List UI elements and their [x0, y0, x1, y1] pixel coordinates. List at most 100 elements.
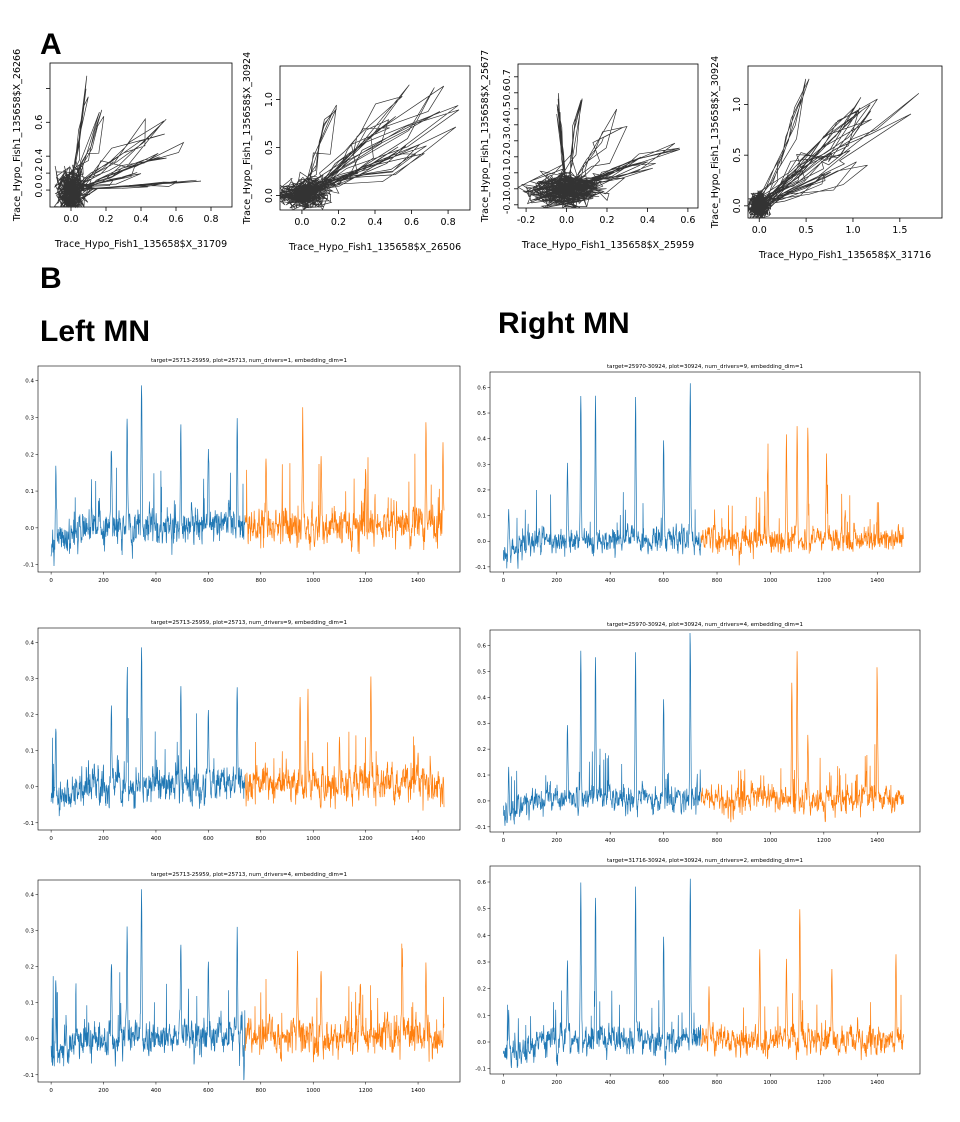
observed-series-line	[503, 878, 702, 1069]
x-tick-label: 1000	[763, 578, 777, 584]
y-tick-label: -0.1	[23, 821, 34, 827]
x-tick-label: 0.2	[98, 214, 113, 225]
panel-label-b: B	[40, 262, 62, 295]
y-tick-label: 0.4	[502, 117, 513, 132]
y-tick-label: -0.1	[475, 825, 486, 831]
chart-title: target=25970-30924, plot=30924, num_driv…	[607, 622, 803, 628]
x-axis-label: Trace_Hypo_Fish1_135658$X_25959	[521, 240, 694, 251]
predicted-series-line	[244, 943, 445, 1063]
y-tick-label: -0.1	[475, 1067, 486, 1073]
x-tick-label: 1000	[306, 836, 320, 842]
x-tick-label: 1.0	[845, 225, 860, 236]
x-tick-label: 0	[49, 836, 53, 842]
right-mn-label: Right MN	[498, 307, 630, 340]
plot-frame	[517, 63, 699, 209]
y-axis-label: Trace_Hypo_Fish1_135658$X_30924	[710, 56, 721, 229]
x-tick-label: 1400	[870, 1080, 884, 1086]
y-tick-label: 0.0	[477, 799, 486, 805]
x-tick-label: 600	[203, 836, 214, 842]
y-tick-label: 0.3	[477, 721, 486, 727]
trajectory-line	[747, 78, 920, 220]
y-tick-label: 0.6	[477, 644, 486, 650]
y-tick-label: 0.1	[477, 1013, 486, 1019]
x-tick-label: 400	[605, 1080, 616, 1086]
observed-series-line	[50, 385, 246, 567]
y-tick-label: 0.5	[502, 101, 513, 116]
x-tick-label: 200	[552, 578, 563, 584]
y-tick-label: 0.4	[477, 933, 486, 939]
x-tick-label: 600	[658, 1080, 669, 1086]
y-tick-label: 0.4	[477, 437, 486, 443]
x-tick-label: 0.0	[294, 217, 309, 228]
predicted-series-line	[700, 426, 905, 566]
y-tick-label: 0.2	[25, 452, 34, 458]
observed-series-line	[503, 383, 702, 569]
x-tick-label: 0.2	[331, 217, 346, 228]
timeseries-right-1: target=25970-30924, plot=30924, num_driv…	[475, 364, 921, 584]
y-tick-label: 0.0	[264, 188, 275, 203]
y-tick-label: 0.6	[34, 115, 45, 130]
y-tick-label: 0.0	[34, 183, 45, 198]
chart-title: target=25713-25959, plot=25713, num_driv…	[151, 872, 347, 878]
y-axis-label: Trace_Hypo_Fish1_135658$X_26266	[12, 49, 23, 222]
y-tick-label: 0.3	[477, 960, 486, 966]
y-tick-label: 1.0	[732, 97, 743, 112]
x-axis-label: Trace_Hypo_Fish1_135658$X_26506	[288, 242, 461, 253]
observed-series-line	[503, 632, 702, 826]
observed-series-line	[50, 889, 246, 1081]
x-tick-label: 600	[658, 838, 669, 844]
y-tick-label: 0.5	[477, 411, 486, 417]
y-tick-label: 0.1	[502, 165, 513, 180]
panel-label-a: A	[40, 28, 62, 61]
x-tick-label: 400	[151, 1088, 162, 1094]
x-tick-label: 800	[256, 578, 267, 584]
x-tick-label: 0.4	[640, 215, 655, 226]
y-tick-label: 0.0	[25, 785, 34, 791]
x-tick-label: 800	[256, 836, 267, 842]
observed-series-line	[50, 647, 246, 817]
y-tick-label: 0.0	[25, 1037, 34, 1043]
plot-frame	[37, 627, 461, 831]
chart-title: target=25970-30924, plot=30924, num_driv…	[607, 364, 803, 370]
x-tick-label: 1.5	[892, 225, 907, 236]
x-tick-label: 0.8	[203, 214, 218, 225]
plot-frame	[747, 65, 943, 219]
x-tick-label: 0.6	[680, 215, 695, 226]
y-tick-label: 0.4	[34, 149, 45, 164]
y-tick-label: -0.1	[475, 565, 486, 571]
y-tick-label: 0.2	[25, 965, 34, 971]
x-tick-label: 1200	[817, 838, 831, 844]
x-tick-label: 200	[98, 1088, 109, 1094]
x-tick-label: 1000	[763, 1080, 777, 1086]
x-tick-label: 800	[712, 1080, 723, 1086]
x-tick-label: 600	[658, 578, 669, 584]
x-axis-label: Trace_Hypo_Fish1_135658$X_31709	[54, 239, 227, 250]
x-tick-label: 200	[98, 578, 109, 584]
x-tick-label: 0	[49, 1088, 53, 1094]
chart-title: target=25713-25959, plot=25713, num_driv…	[151, 620, 347, 626]
y-tick-label: 0.2	[477, 488, 486, 494]
x-tick-label: 1200	[359, 1088, 373, 1094]
y-tick-label: 0.3	[477, 462, 486, 468]
x-tick-label: 600	[203, 578, 214, 584]
x-tick-label: 1200	[359, 578, 373, 584]
y-tick-label: 0.0	[502, 181, 513, 196]
x-tick-label: 200	[98, 836, 109, 842]
x-tick-label: 0	[502, 1080, 506, 1086]
plot-frame	[489, 865, 921, 1075]
y-tick-label: 0.1	[25, 489, 34, 495]
timeseries-left-2: target=25713-25959, plot=25713, num_driv…	[23, 620, 461, 842]
y-tick-label: 0.1	[25, 1001, 34, 1007]
x-tick-label: 200	[552, 1080, 563, 1086]
y-tick-label: 0.5	[264, 140, 275, 155]
x-tick-label: 1400	[411, 1088, 425, 1094]
y-tick-label: 0.4	[25, 379, 34, 385]
phase-plot-a1: 0.0 0.2 0.4 0.6 0.8 0.0 0.2 0.4 0.6 Trace_Hypo_Fi…	[12, 49, 233, 250]
chart-title: target=31716-30924, plot=30924, num_driv…	[607, 858, 803, 864]
y-tick-label: 0.5	[477, 907, 486, 913]
y-tick-label: 0.3	[25, 416, 34, 422]
x-tick-label: 1000	[306, 578, 320, 584]
y-tick-label: 0.5	[477, 669, 486, 675]
predicted-series-line	[700, 909, 905, 1061]
timeseries-right-3: target=31716-30924, plot=30924, num_driv…	[475, 858, 921, 1086]
